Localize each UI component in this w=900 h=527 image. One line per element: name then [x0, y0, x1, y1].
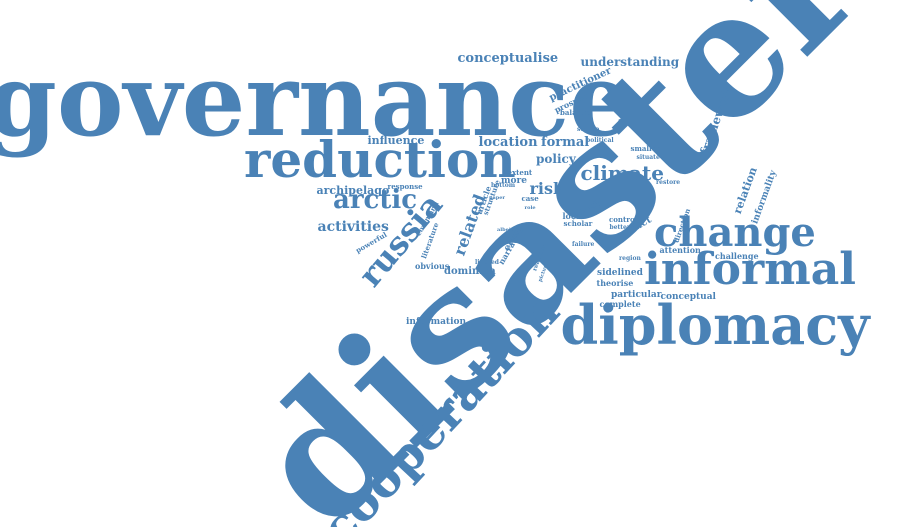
- word-role: role: [524, 204, 536, 211]
- word-reduction: reduction: [244, 130, 516, 189]
- word-extent: extent: [507, 167, 533, 177]
- word-smaller: smaller: [630, 143, 660, 153]
- word-archipelago: archipelago: [316, 183, 390, 197]
- word-challenge: challenge: [715, 251, 759, 261]
- word-balance: balance: [560, 107, 591, 117]
- word-more: more: [501, 175, 527, 186]
- word-control: control: [609, 214, 638, 224]
- word-better: better: [609, 224, 631, 231]
- word-region: region: [619, 255, 641, 262]
- word-location: location: [478, 134, 538, 150]
- word-influence: influence: [367, 133, 425, 147]
- word-restore: restore: [656, 179, 681, 186]
- word-climate: climate: [580, 161, 664, 185]
- word-theorise: theorise: [596, 278, 634, 288]
- word-sidelined: sidelined: [597, 267, 643, 278]
- word-source: source: [577, 126, 600, 133]
- word-informal: informal: [644, 244, 856, 295]
- word-complete: complete: [599, 299, 641, 309]
- word-local: local: [562, 211, 584, 221]
- word-change: change: [654, 209, 816, 256]
- word-conceptual: conceptual: [660, 291, 716, 302]
- word-paper: paper: [489, 194, 506, 201]
- word-activities: activities: [317, 219, 389, 235]
- word-particular: particular: [611, 289, 662, 300]
- word-attention: attention: [659, 245, 701, 255]
- word-information: information: [406, 316, 467, 327]
- word-bottom: bottom: [491, 182, 516, 189]
- word-policy: policy: [536, 152, 576, 166]
- word-risk: risk: [529, 179, 565, 198]
- word-understanding: understanding: [580, 55, 680, 69]
- word-failure: failure: [572, 241, 595, 248]
- word-conceptualise: conceptualise: [457, 50, 559, 66]
- word-scholar: scholar: [563, 218, 593, 228]
- word-political: political: [586, 137, 614, 144]
- word-governance: governance: [0, 41, 633, 159]
- word-response: response: [387, 181, 423, 191]
- word-albeit: albeit: [497, 226, 514, 233]
- word-situate: situate: [636, 154, 660, 161]
- word-case: case: [521, 193, 539, 203]
- word-dominica: dominica: [444, 266, 496, 277]
- word-arctic: arctic: [333, 185, 418, 215]
- word-limited: limited: [475, 259, 499, 266]
- word-obvious: obvious: [415, 261, 450, 271]
- word-formal: formal: [541, 134, 590, 150]
- word-diplomacy: diplomacy: [560, 293, 870, 357]
